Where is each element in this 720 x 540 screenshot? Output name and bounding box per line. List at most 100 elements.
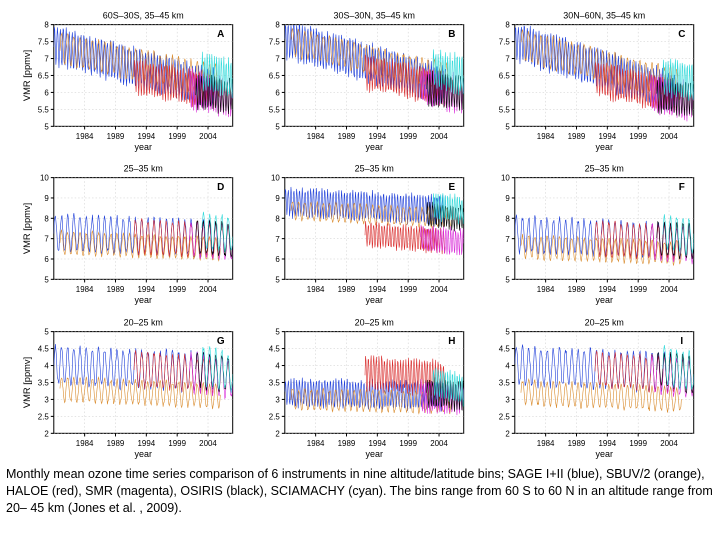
ytick-label: 4.5 <box>38 344 50 353</box>
xtick-label: 1994 <box>368 132 386 141</box>
xtick-label: 1989 <box>337 438 355 447</box>
xtick-label: 1989 <box>337 132 355 141</box>
xtick-label: 1989 <box>568 132 586 141</box>
ytick-label: 6 <box>44 255 49 264</box>
xtick-label: 1984 <box>537 285 555 294</box>
ytick-label: 5 <box>44 327 49 336</box>
ytick-label: 6.5 <box>268 71 280 80</box>
xtick-label: 1994 <box>138 285 156 294</box>
xtick-label: 1984 <box>76 132 94 141</box>
xtick-label: 1994 <box>138 438 156 447</box>
ytick-label: 2 <box>275 429 280 438</box>
xtick-label: 1999 <box>399 132 417 141</box>
xtick-label: 2004 <box>430 285 448 294</box>
panel-letter: C <box>679 29 687 40</box>
ytick-label: 5 <box>506 276 511 285</box>
ytick-label: 9 <box>275 194 280 203</box>
y-axis-label: VMR [ppmv] <box>22 356 32 407</box>
ytick-label: 7 <box>506 235 511 244</box>
ytick-label: 9 <box>44 194 49 203</box>
panel-letter: E <box>448 182 455 193</box>
ytick-label: 6 <box>506 255 511 264</box>
chart-panel-H: 20–25 km22.533.544.551984198919941999200… <box>251 315 470 460</box>
xtick-label: 1999 <box>630 132 648 141</box>
ytick-label: 5.5 <box>499 105 511 114</box>
xtick-label: 1984 <box>537 132 555 141</box>
ytick-label: 5 <box>44 122 49 131</box>
x-axis-label: year <box>596 142 613 152</box>
col-title: 60S–30S, 35–45 km <box>103 10 184 20</box>
ytick-label: 5.5 <box>38 105 50 114</box>
xtick-label: 1989 <box>337 285 355 294</box>
xtick-label: 1989 <box>107 285 125 294</box>
y-axis-label: VMR [ppmv] <box>22 203 32 254</box>
ytick-label: 8 <box>506 215 511 224</box>
ytick-label: 5 <box>506 327 511 336</box>
xtick-label: 2004 <box>199 438 217 447</box>
y-axis-label: VMR [ppmv] <box>22 50 32 101</box>
ytick-label: 5 <box>44 276 49 285</box>
xtick-label: 1994 <box>138 132 156 141</box>
xtick-label: 1994 <box>599 438 617 447</box>
ytick-label: 7.5 <box>499 38 511 47</box>
ytick-label: 7.5 <box>268 38 280 47</box>
xtick-label: 1999 <box>399 285 417 294</box>
row-title: 25–35 km <box>585 164 624 174</box>
ytick-label: 3.5 <box>499 378 511 387</box>
xtick-label: 1984 <box>306 285 324 294</box>
xtick-label: 1999 <box>630 285 648 294</box>
ytick-label: 5 <box>275 327 280 336</box>
panel-letter: D <box>217 182 224 193</box>
ytick-label: 7 <box>275 54 280 63</box>
xtick-label: 1984 <box>76 285 94 294</box>
xtick-label: 2004 <box>199 285 217 294</box>
xtick-label: 1984 <box>306 132 324 141</box>
ytick-label: 6 <box>275 255 280 264</box>
ytick-label: 8 <box>44 215 49 224</box>
ytick-label: 2.5 <box>268 412 280 421</box>
xtick-label: 1994 <box>368 285 386 294</box>
ytick-label: 6.5 <box>38 71 50 80</box>
ytick-label: 6 <box>275 88 280 97</box>
ytick-label: 5 <box>275 276 280 285</box>
chart-panel-G: 20–25 km22.533.544.551984198919941999200… <box>20 315 239 460</box>
chart-panel-A: 60S–30S, 35–45 km55.566.577.581984198919… <box>20 8 239 153</box>
xtick-label: 2004 <box>430 132 448 141</box>
ytick-label: 10 <box>271 174 280 183</box>
xtick-label: 1999 <box>168 438 186 447</box>
xtick-label: 2004 <box>430 438 448 447</box>
ytick-label: 5 <box>275 122 280 131</box>
row-title: 25–35 km <box>124 164 163 174</box>
ytick-label: 3.5 <box>38 378 50 387</box>
row-title: 20–25 km <box>585 317 624 327</box>
ytick-label: 2 <box>506 429 511 438</box>
ytick-label: 4 <box>275 361 280 370</box>
ytick-label: 3 <box>506 395 511 404</box>
x-axis-label: year <box>596 449 613 459</box>
ytick-label: 7 <box>506 54 511 63</box>
ytick-label: 8 <box>275 215 280 224</box>
caption: Monthly mean ozone time series compariso… <box>6 466 714 517</box>
ytick-label: 4 <box>506 361 511 370</box>
xtick-label: 2004 <box>199 132 217 141</box>
chart-panel-D: 25–35 km567891019841989199419992004VMR [… <box>20 161 239 306</box>
row-title: 20–25 km <box>124 317 163 327</box>
ytick-label: 7.5 <box>38 38 50 47</box>
ytick-label: 10 <box>501 174 510 183</box>
panel-letter: I <box>681 336 684 347</box>
ytick-label: 8 <box>506 21 511 30</box>
x-axis-label: year <box>365 449 382 459</box>
panel-letter: F <box>679 182 685 193</box>
ytick-label: 7 <box>44 54 49 63</box>
ytick-label: 3 <box>44 395 49 404</box>
chart-panel-B: 30S–30N, 35–45 km55.566.577.581984198919… <box>251 8 470 153</box>
xtick-label: 2004 <box>661 132 679 141</box>
chart-panel-E: 25–35 km567891019841989199419992004yearE <box>251 161 470 306</box>
row-title: 20–25 km <box>354 317 393 327</box>
ytick-label: 3 <box>275 395 280 404</box>
ytick-label: 10 <box>40 174 49 183</box>
ytick-label: 2 <box>44 429 49 438</box>
ytick-label: 6.5 <box>499 71 511 80</box>
x-axis-label: year <box>365 295 382 305</box>
ytick-label: 5 <box>506 122 511 131</box>
